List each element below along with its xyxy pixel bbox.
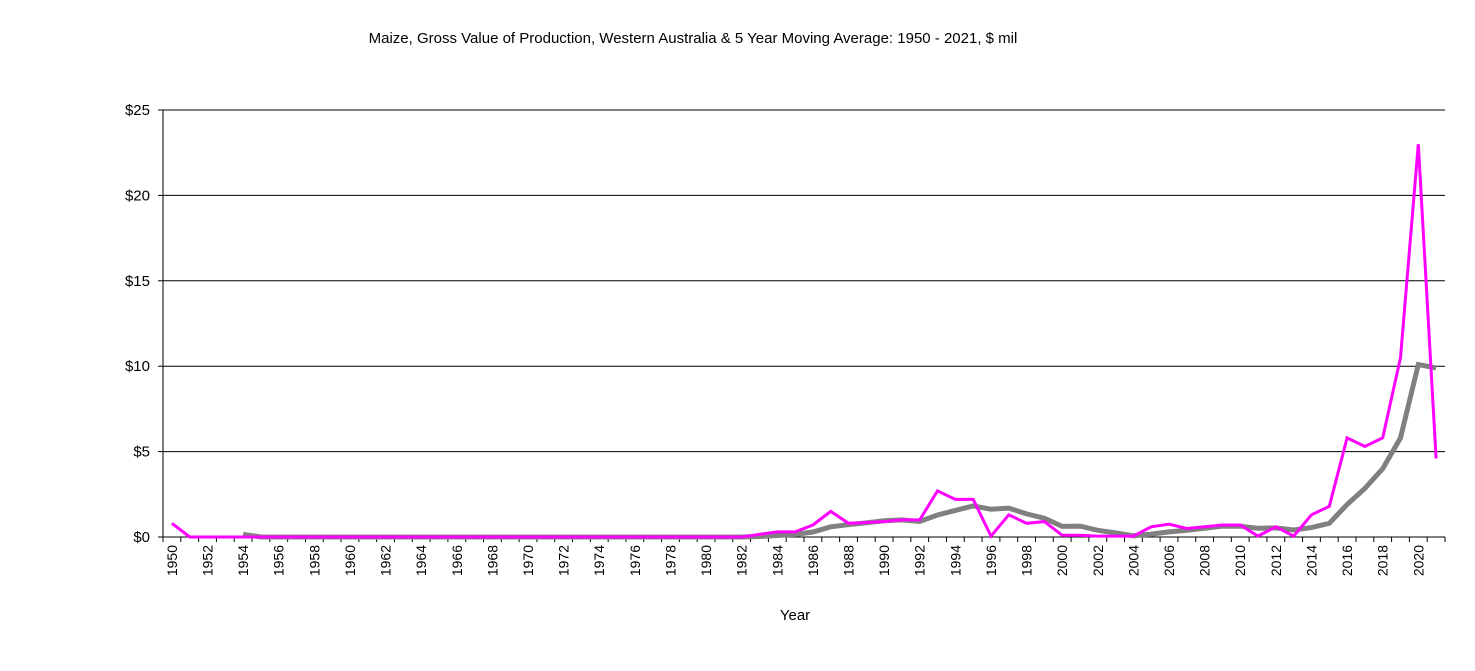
x-tick-label: 2012 bbox=[1268, 545, 1284, 576]
x-tick-label: 1976 bbox=[627, 545, 643, 576]
x-tick-label: 1974 bbox=[591, 545, 607, 576]
x-axis-label: Year bbox=[780, 607, 810, 624]
chart-title: Maize, Gross Value of Production, Wester… bbox=[369, 30, 1018, 47]
x-tick-label: 2010 bbox=[1232, 545, 1248, 576]
x-tick-label: 1988 bbox=[841, 545, 857, 576]
y-tick-label: $25 bbox=[125, 102, 150, 119]
x-tick-label: 1962 bbox=[378, 545, 394, 576]
x-tick-label: 1954 bbox=[235, 545, 251, 576]
x-tick-label: 1958 bbox=[306, 545, 322, 576]
series-line bbox=[243, 365, 1436, 538]
x-tick-label: 1990 bbox=[876, 545, 892, 576]
series-lines bbox=[172, 144, 1436, 537]
x-tick-label: 2002 bbox=[1090, 545, 1106, 576]
x-tick-label: 1992 bbox=[912, 545, 928, 576]
y-axis: $0 $5 $10 $15 $20 $25 bbox=[125, 102, 163, 546]
x-tick-label: 1994 bbox=[947, 545, 963, 576]
x-tick-label: 1982 bbox=[734, 545, 750, 576]
series-line bbox=[172, 144, 1436, 537]
x-tick-label: 1980 bbox=[698, 545, 714, 576]
x-axis: 1950 1952 1954 1956 1958 1960 1962 1964 1966 1968… bbox=[163, 537, 1445, 576]
x-tick-label: 1996 bbox=[983, 545, 999, 576]
x-tick-label: 2020 bbox=[1410, 545, 1426, 576]
y-tick-label: $5 bbox=[133, 444, 150, 461]
x-tick-label: 2014 bbox=[1303, 545, 1319, 576]
y-tick-label: $0 bbox=[133, 529, 150, 546]
x-tick-label: 2004 bbox=[1125, 545, 1141, 576]
x-tick-label: 1984 bbox=[769, 545, 785, 576]
x-tick-label: 1950 bbox=[164, 545, 180, 576]
x-tick-label: 2000 bbox=[1054, 545, 1070, 576]
x-tick-label: 2008 bbox=[1197, 545, 1213, 576]
gridlines bbox=[163, 110, 1445, 452]
x-tick-label: 1970 bbox=[520, 545, 536, 576]
x-tick-label: 2006 bbox=[1161, 545, 1177, 576]
x-tick-label: 1966 bbox=[449, 545, 465, 576]
x-tick-label: 1960 bbox=[342, 545, 358, 576]
x-tick-label: 1956 bbox=[271, 545, 287, 576]
x-tick-label: 1952 bbox=[200, 545, 216, 576]
x-tick-label: 2018 bbox=[1375, 545, 1391, 576]
x-tick-label: 1968 bbox=[484, 545, 500, 576]
y-tick-label: $20 bbox=[125, 187, 150, 204]
x-tick-label: 1978 bbox=[662, 545, 678, 576]
x-tick-label: 1972 bbox=[556, 545, 572, 576]
x-tick-label: 1986 bbox=[805, 545, 821, 576]
x-tick-label: 1964 bbox=[413, 545, 429, 576]
x-tick-label: 2016 bbox=[1339, 545, 1355, 576]
y-tick-label: $15 bbox=[125, 273, 150, 290]
y-tick-label: $10 bbox=[125, 358, 150, 375]
x-tick-label: 1998 bbox=[1019, 545, 1035, 576]
